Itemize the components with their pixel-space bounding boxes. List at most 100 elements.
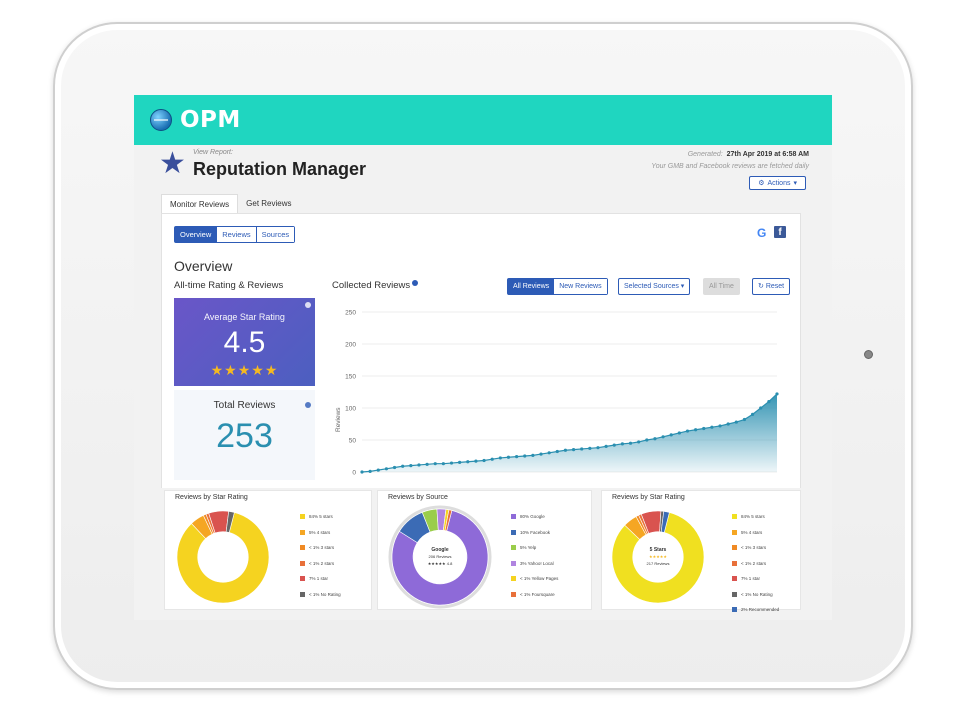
reset-button[interactable]: ↻ Reset xyxy=(752,278,791,295)
actions-label: Actions xyxy=(767,179,791,187)
subtab-reviews[interactable]: Reviews xyxy=(217,227,257,242)
data-point xyxy=(409,464,413,468)
avg-rating-label: Average Star Rating xyxy=(204,312,285,322)
legend-label: < 1% 2 stars xyxy=(309,560,335,566)
data-point xyxy=(580,447,584,451)
generated-label: Generated: xyxy=(687,151,723,158)
legend-label: 84% 5 stars xyxy=(309,514,333,520)
legend-item: 80% Google xyxy=(511,509,558,525)
legend-swatch xyxy=(300,591,305,597)
data-point xyxy=(718,424,722,428)
data-point xyxy=(441,462,445,466)
cog-icon: ⚙ xyxy=(758,180,765,187)
data-point xyxy=(734,420,738,424)
legend-label: 80% Google xyxy=(520,514,545,520)
data-point xyxy=(702,426,706,431)
data-point xyxy=(368,469,372,473)
total-reviews-label: Total Reviews xyxy=(213,400,276,411)
donut-slice xyxy=(391,510,489,606)
data-point xyxy=(498,456,502,460)
legend-item: 5% 4 stars xyxy=(732,525,779,541)
legend-label: 5% Yelp xyxy=(520,545,537,551)
app-screen: OPM ★ View Report: Reputation Manager Ge… xyxy=(134,95,832,620)
facebook-icon[interactable]: f xyxy=(774,226,786,238)
all-reviews-button[interactable]: All Reviews xyxy=(508,279,555,294)
legend-label: 84% 5 stars xyxy=(741,514,765,520)
data-point xyxy=(401,464,405,468)
series-line xyxy=(361,393,778,473)
data-point xyxy=(750,412,755,416)
globe-logo-icon xyxy=(150,109,172,131)
info-icon[interactable] xyxy=(305,302,311,308)
sub-tabs: Overview Reviews Sources xyxy=(174,226,296,243)
legend-label: 7% 1 star xyxy=(741,576,761,582)
donut-outer-ring xyxy=(388,505,492,609)
google-icon[interactable]: G xyxy=(757,226,767,240)
legend-swatch xyxy=(511,560,516,566)
legend-label: < 1% 3 stars xyxy=(741,545,767,551)
subtab-sources[interactable]: Sources xyxy=(256,227,295,242)
legend-item: < 1% No Rating xyxy=(300,587,341,603)
info-icon[interactable] xyxy=(412,280,419,286)
total-reviews-value: 253 xyxy=(216,417,273,455)
generated-info: Generated: 27th Apr 2019 at 6:58 AM xyxy=(688,151,809,158)
data-point xyxy=(604,444,608,448)
data-point xyxy=(360,470,364,474)
legend-label: 5% 4 stars xyxy=(309,529,331,535)
data-point xyxy=(539,452,543,456)
legend-swatch xyxy=(511,576,516,582)
legend-label: 10% Facebook xyxy=(520,529,551,535)
home-button xyxy=(864,350,873,359)
review-filter-group: All Reviews New Reviews xyxy=(507,278,608,295)
legend-swatch xyxy=(511,529,516,535)
data-point xyxy=(392,465,397,470)
avg-rating-value: 4.5 xyxy=(223,326,266,359)
data-point xyxy=(384,467,389,471)
legend-item: 5% 4 stars xyxy=(300,525,341,541)
donut-legend: 84% 5 stars 5% 4 stars < 1% 3 stars < 1% 2 … xyxy=(300,509,341,602)
data-point xyxy=(669,433,673,437)
donut-title: Reviews by Source xyxy=(388,494,448,501)
data-point xyxy=(653,437,657,441)
legend-item: < 1% No Rating xyxy=(732,587,779,603)
caret-down-icon: ▾ xyxy=(793,180,797,187)
legend-item: 84% 5 stars xyxy=(300,509,341,525)
subtab-overview[interactable]: Overview xyxy=(175,227,218,242)
actions-button[interactable]: ⚙ Actions ▾ xyxy=(749,176,806,190)
legend-swatch xyxy=(732,560,737,566)
new-reviews-button[interactable]: New Reviews xyxy=(554,279,607,294)
data-point xyxy=(677,431,681,435)
data-point xyxy=(742,417,747,422)
donut-slice xyxy=(225,511,235,533)
donut-card-star-rating-2: Reviews by Star Rating 5 Stars ★★★★★ 217 R… xyxy=(601,490,801,613)
collected-reviews-chart: 0 50 100 150 200 250 Reviews xyxy=(335,310,779,477)
view-report-label: View Report: xyxy=(193,149,233,156)
legend-label: < 1% Foursquare xyxy=(520,591,555,597)
data-point xyxy=(775,392,779,396)
legend-item: 3% Yahoo! Local xyxy=(511,556,558,572)
star-icon: ★ xyxy=(159,147,186,180)
info-icon[interactable] xyxy=(305,402,311,408)
data-point xyxy=(685,429,690,433)
donut-card-source: Reviews by Source Google 206 Reviews ★★★★★… xyxy=(377,490,592,610)
donut-title: Reviews by Star Rating xyxy=(175,494,248,501)
legend-label: < 1% Yellow Pages xyxy=(520,576,559,582)
data-point xyxy=(596,446,600,450)
legend-item: < 1% 2 stars xyxy=(300,556,341,572)
all-time-button[interactable]: All Time xyxy=(703,278,740,295)
legend-swatch xyxy=(732,529,737,535)
donut-slice xyxy=(444,509,453,532)
data-point xyxy=(531,453,535,457)
legend-swatch xyxy=(732,607,737,613)
y-tick-label: 50 xyxy=(349,438,357,445)
legend-swatch xyxy=(511,591,516,597)
tab-get-reviews[interactable]: Get Reviews xyxy=(246,199,292,208)
legend-item: 2% Recommended xyxy=(732,602,779,618)
selected-sources-dropdown[interactable]: Selected Sources ▾ xyxy=(618,278,691,295)
tab-monitor-reviews[interactable]: Monitor Reviews xyxy=(161,194,239,214)
alltime-label: All-time Rating & Reviews xyxy=(174,280,284,291)
legend-swatch xyxy=(300,514,305,520)
generated-value: 27th Apr 2019 at 6:58 AM xyxy=(726,151,809,158)
legend-item: < 1% 2 stars xyxy=(732,556,779,572)
legend-label: < 1% 3 stars xyxy=(309,545,335,551)
